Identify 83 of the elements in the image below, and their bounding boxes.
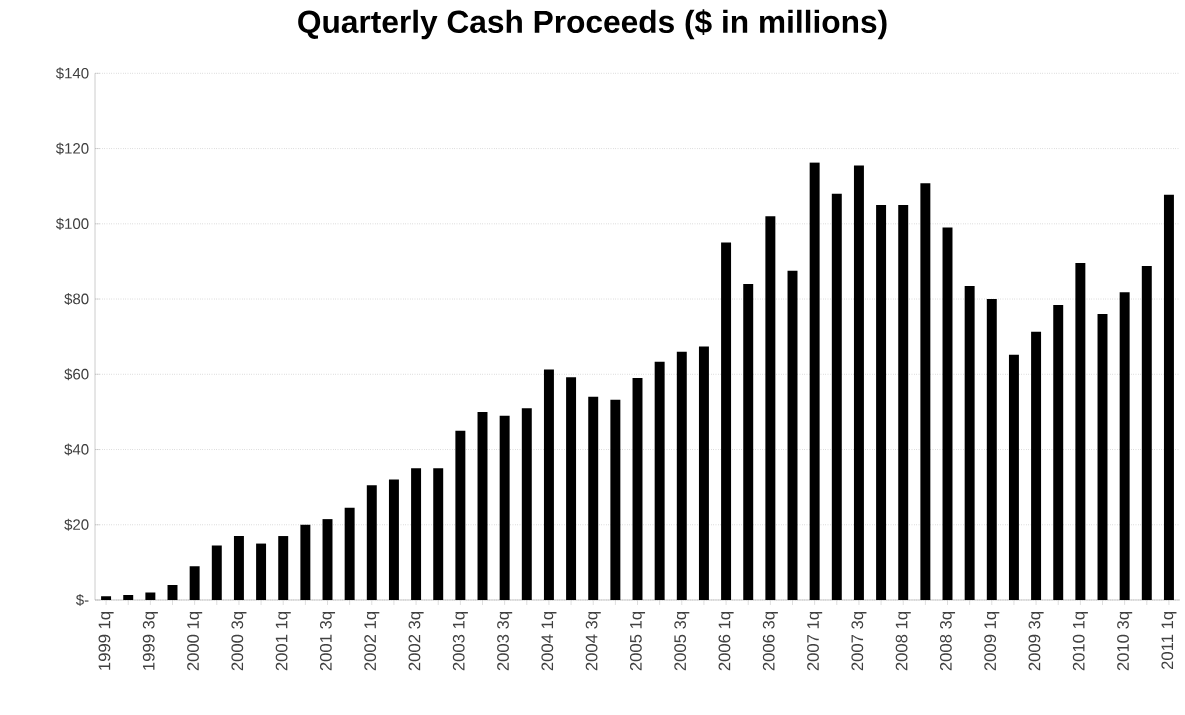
bar <box>1008 354 1019 600</box>
bar <box>123 595 134 600</box>
bar <box>853 165 864 600</box>
x-tick-label: 2007 1q <box>807 611 823 671</box>
x-tick-label: 2005 3q <box>674 611 690 671</box>
x-tick-label: 2003 3q <box>497 611 513 671</box>
bar <box>366 485 377 600</box>
bar <box>787 270 798 600</box>
bar <box>189 566 200 600</box>
bar <box>920 183 931 600</box>
bar <box>876 205 887 600</box>
x-tick-label: 2008 1q <box>895 611 911 671</box>
x-tick-label: 2009 3q <box>1028 611 1044 671</box>
bar <box>1141 265 1152 600</box>
bar <box>831 193 842 600</box>
x-tick-label: 1999 1q <box>98 611 114 670</box>
y-tick-label: $- <box>75 593 89 607</box>
bar <box>433 468 444 600</box>
bar <box>588 396 599 600</box>
bar <box>698 346 709 600</box>
y-tick-label: $60 <box>64 368 89 381</box>
bar <box>632 378 643 600</box>
bar <box>676 351 687 600</box>
chart-title: Quarterly Cash Proceeds ($ in millions) <box>298 9 887 40</box>
bar <box>521 408 532 600</box>
y-tick-label: $120 <box>55 142 89 155</box>
x-tick-label: 1999 3q <box>142 611 158 670</box>
bar <box>101 596 112 600</box>
x-tick-label: 2009 1q <box>984 611 1000 671</box>
bar <box>1097 314 1108 600</box>
y-tick-label: $40 <box>64 443 89 456</box>
bar <box>145 592 156 600</box>
y-tick-label: $140 <box>55 67 89 80</box>
x-tick-label: 2010 3q <box>1117 611 1133 671</box>
bar <box>898 205 909 600</box>
bar <box>654 361 665 600</box>
bar <box>499 415 510 600</box>
bar <box>344 507 355 600</box>
bar <box>964 285 975 600</box>
x-tick-label: 2000 1q <box>187 611 203 671</box>
x-tick-label: 2001 1q <box>275 611 291 671</box>
bar <box>743 284 754 600</box>
x-tick-label: 2010 1q <box>1072 611 1088 671</box>
bar <box>942 227 953 600</box>
x-tick-label: 2005 1q <box>629 611 646 671</box>
bar <box>256 543 267 600</box>
bar <box>610 399 621 600</box>
bar <box>233 536 244 600</box>
bar <box>455 430 466 600</box>
bar <box>1163 194 1174 600</box>
x-tick-label: 2000 3q <box>231 611 247 671</box>
bar <box>986 299 997 600</box>
bar <box>211 545 222 600</box>
bar <box>1031 331 1042 600</box>
x-tick-label: 2006 3q <box>762 611 778 671</box>
bar <box>167 584 178 600</box>
bar <box>1075 262 1086 600</box>
y-tick-label: $20 <box>64 518 89 531</box>
x-tick-label: 2002 1q <box>364 611 380 671</box>
y-tick-label: $100 <box>55 217 89 230</box>
x-tick-label: 2011 1q <box>1161 611 1177 670</box>
x-tick-label: 2003 1q <box>452 611 468 671</box>
bar <box>1119 292 1130 600</box>
bar <box>300 524 311 600</box>
bar <box>322 519 333 600</box>
x-tick-label: 2007 3q <box>851 611 867 671</box>
x-tick-label: 2008 3q <box>939 611 956 671</box>
y-tick-label: $80 <box>64 292 89 306</box>
x-tick-label: 2004 3q <box>585 611 601 671</box>
bar <box>1053 305 1064 600</box>
bar <box>566 377 577 600</box>
x-tick-label: 2004 1q <box>541 611 557 671</box>
x-tick-label: 2006 1q <box>718 611 734 671</box>
x-tick-label: 2002 3q <box>408 611 424 671</box>
bar <box>721 242 732 600</box>
bar <box>388 479 399 600</box>
bar <box>543 369 554 600</box>
bar <box>411 468 422 600</box>
bar <box>278 536 289 600</box>
x-tick-label: 2001 3q <box>319 611 336 671</box>
bar <box>765 216 776 600</box>
bar <box>477 411 488 600</box>
bar <box>809 162 820 600</box>
